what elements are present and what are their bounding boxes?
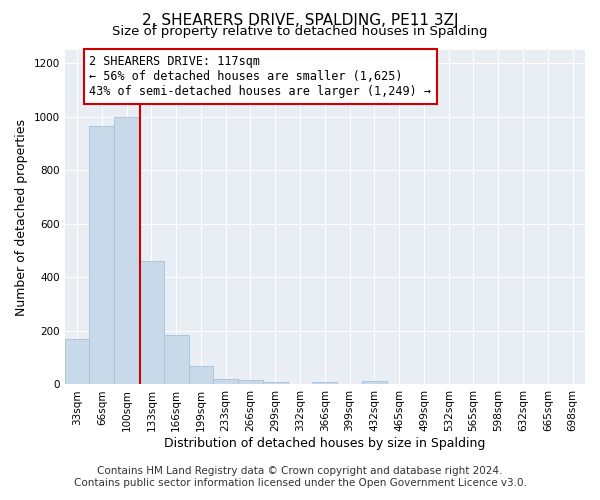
Y-axis label: Number of detached properties: Number of detached properties	[15, 118, 28, 316]
Bar	[238, 380, 263, 384]
Text: 2 SHEARERS DRIVE: 117sqm
← 56% of detached houses are smaller (1,625)
43% of sem: 2 SHEARERS DRIVE: 117sqm ← 56% of detach…	[89, 56, 431, 98]
Text: Contains HM Land Registry data © Crown copyright and database right 2024.
Contai: Contains HM Land Registry data © Crown c…	[74, 466, 526, 487]
Text: Size of property relative to detached houses in Spalding: Size of property relative to detached ho…	[112, 25, 488, 38]
Bar	[139, 262, 164, 384]
Bar	[89, 126, 114, 384]
Bar	[362, 381, 387, 384]
Bar	[65, 339, 89, 384]
X-axis label: Distribution of detached houses by size in Spalding: Distribution of detached houses by size …	[164, 437, 485, 450]
Bar	[114, 117, 139, 384]
Bar	[214, 378, 238, 384]
Text: 2, SHEARERS DRIVE, SPALDING, PE11 3ZJ: 2, SHEARERS DRIVE, SPALDING, PE11 3ZJ	[142, 12, 458, 28]
Bar	[263, 382, 287, 384]
Bar	[164, 335, 188, 384]
Bar	[188, 366, 214, 384]
Bar	[313, 382, 337, 384]
